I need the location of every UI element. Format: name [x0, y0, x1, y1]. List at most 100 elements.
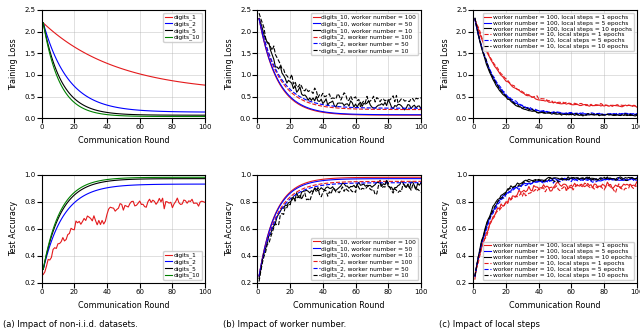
- worker number = 10, local steps = 5 epochs: [625, 113, 632, 116]
- digits_10, worker number = 100: [417, 175, 425, 179]
- worker number = 100, local steps = 5 epochs: [633, 176, 640, 180]
- digits_2, worker number = 100: [339, 106, 346, 110]
- worker number = 100, local steps = 10 epochs: [471, 274, 479, 278]
- worker number = 100, local steps = 5 epochs: [568, 112, 575, 115]
- worker number = 100, local steps = 10 epochs: [625, 113, 632, 117]
- worker number = 10, local steps = 1 epochs: [620, 103, 628, 107]
- digits_10: [77, 186, 84, 190]
- Line: digits_5: digits_5: [44, 179, 205, 269]
- digits_10, worker number = 50: [293, 187, 301, 190]
- Line: worker number = 100, local steps = 5 epochs: worker number = 100, local steps = 5 epo…: [475, 178, 637, 276]
- digits_2: [193, 110, 201, 114]
- digits_5: [123, 178, 131, 182]
- worker number = 10, local steps = 5 epochs: [568, 111, 575, 114]
- digits_1: [136, 72, 143, 76]
- worker number = 10, local steps = 5 epochs: [554, 110, 562, 114]
- digits_10, worker number = 10: [293, 191, 301, 195]
- Line: digits_2: digits_2: [44, 23, 205, 112]
- digits_10: [123, 176, 131, 180]
- worker number = 10, local steps = 10 epochs: [509, 100, 516, 104]
- X-axis label: Communication Round: Communication Round: [77, 136, 169, 145]
- digits_2, worker number = 50: [352, 181, 360, 185]
- worker number = 10, local steps = 10 epochs: [554, 180, 562, 184]
- worker number = 100, local steps = 5 epochs: [627, 112, 634, 116]
- digits_2: [123, 107, 131, 111]
- digits_2, worker number = 50: [339, 182, 346, 186]
- digits_5: [40, 267, 47, 271]
- Line: digits_2, worker number = 10: digits_2, worker number = 10: [259, 13, 421, 107]
- worker number = 10, local steps = 5 epochs: [621, 177, 629, 181]
- Line: worker number = 10, local steps = 5 epochs: worker number = 10, local steps = 5 epoc…: [475, 19, 637, 115]
- worker number = 10, local steps = 1 epochs: [502, 77, 510, 81]
- digits_2: [136, 108, 143, 112]
- Line: digits_5: digits_5: [44, 23, 205, 115]
- worker number = 10, local steps = 5 epochs: [615, 176, 623, 180]
- worker number = 100, local steps = 10 epochs: [569, 176, 577, 180]
- Text: (c) Impact of local steps: (c) Impact of local steps: [439, 320, 540, 329]
- digits_10: [123, 114, 131, 118]
- Line: worker number = 10, local steps = 10 epochs: worker number = 10, local steps = 10 epo…: [475, 18, 637, 116]
- digits_10, worker number = 10: [376, 178, 384, 182]
- worker number = 100, local steps = 1 epochs: [568, 103, 575, 107]
- digits_5: [70, 193, 78, 197]
- digits_10, worker number = 100: [352, 176, 360, 180]
- worker number = 100, local steps = 1 epochs: [471, 18, 479, 22]
- worker number = 10, local steps = 10 epochs: [621, 178, 629, 182]
- worker number = 100, local steps = 10 epochs: [502, 190, 510, 194]
- worker number = 100, local steps = 10 epochs: [620, 114, 628, 117]
- worker number = 10, local steps = 1 epochs: [471, 273, 479, 277]
- Y-axis label: Training Loss: Training Loss: [441, 38, 450, 90]
- X-axis label: Communication Round: Communication Round: [509, 301, 601, 310]
- worker number = 100, local steps = 1 epochs: [633, 105, 640, 109]
- Y-axis label: Test Accuracy: Test Accuracy: [225, 201, 234, 256]
- worker number = 100, local steps = 5 epochs: [625, 178, 632, 182]
- digits_5: [136, 177, 143, 181]
- worker number = 10, local steps = 10 epochs: [568, 177, 575, 181]
- digits_2, worker number = 50: [409, 106, 417, 110]
- worker number = 100, local steps = 5 epochs: [509, 187, 516, 190]
- digits_10, worker number = 100: [409, 113, 417, 117]
- digits_10, worker number = 10: [352, 102, 360, 106]
- worker number = 10, local steps = 1 epochs: [621, 186, 629, 190]
- digits_10, worker number = 10: [401, 108, 408, 112]
- digits_10, worker number = 100: [417, 113, 425, 117]
- digits_10, worker number = 10: [411, 184, 419, 188]
- digits_1: [40, 272, 47, 276]
- worker number = 100, local steps = 5 epochs: [568, 177, 575, 181]
- digits_5: [123, 112, 131, 116]
- worker number = 100, local steps = 5 epochs: [471, 274, 479, 278]
- digits_5: [193, 113, 201, 117]
- digits_10, worker number = 10: [406, 103, 413, 107]
- worker number = 10, local steps = 10 epochs: [579, 114, 587, 118]
- worker number = 10, local steps = 10 epochs: [627, 176, 634, 180]
- worker number = 100, local steps = 5 epochs: [600, 113, 608, 117]
- digits_2: [70, 84, 78, 88]
- digits_10, worker number = 50: [286, 191, 294, 195]
- digits_10, worker number = 50: [417, 113, 425, 117]
- digits_10: [188, 175, 196, 179]
- worker number = 100, local steps = 5 epochs: [502, 192, 510, 196]
- worker number = 10, local steps = 10 epochs: [509, 186, 516, 190]
- digits_5: [188, 113, 196, 117]
- worker number = 10, local steps = 10 epochs: [471, 16, 479, 20]
- digits_10, worker number = 10: [352, 186, 360, 190]
- digits_5: [70, 96, 78, 100]
- digits_2, worker number = 50: [255, 16, 263, 20]
- digits_2: [123, 184, 131, 188]
- X-axis label: Communication Round: Communication Round: [509, 136, 601, 145]
- worker number = 100, local steps = 10 epochs: [509, 101, 516, 105]
- Legend: digits_1, digits_2, digits_5, digits_10: digits_1, digits_2, digits_5, digits_10: [163, 13, 202, 42]
- digits_2, worker number = 10: [293, 196, 301, 200]
- digits_2: [70, 201, 78, 205]
- worker number = 10, local steps = 5 epochs: [633, 178, 640, 182]
- Line: digits_10, worker number = 50: digits_10, worker number = 50: [259, 18, 421, 115]
- worker number = 10, local steps = 1 epochs: [509, 83, 516, 87]
- digits_10, worker number = 10: [339, 101, 346, 105]
- digits_2, worker number = 100: [352, 107, 360, 111]
- Line: digits_10, worker number = 100: digits_10, worker number = 100: [259, 18, 421, 115]
- digits_1: [195, 204, 202, 208]
- Legend: digits_10, worker number = 100, digits_10, worker number = 50, digits_10, worker: digits_10, worker number = 100, digits_1…: [311, 238, 418, 280]
- worker number = 100, local steps = 10 epochs: [631, 114, 639, 118]
- Line: digits_2, worker number = 50: digits_2, worker number = 50: [259, 183, 421, 276]
- Legend: worker number = 100, local steps = 1 epochs, worker number = 100, local steps = : worker number = 100, local steps = 1 epo…: [483, 241, 634, 280]
